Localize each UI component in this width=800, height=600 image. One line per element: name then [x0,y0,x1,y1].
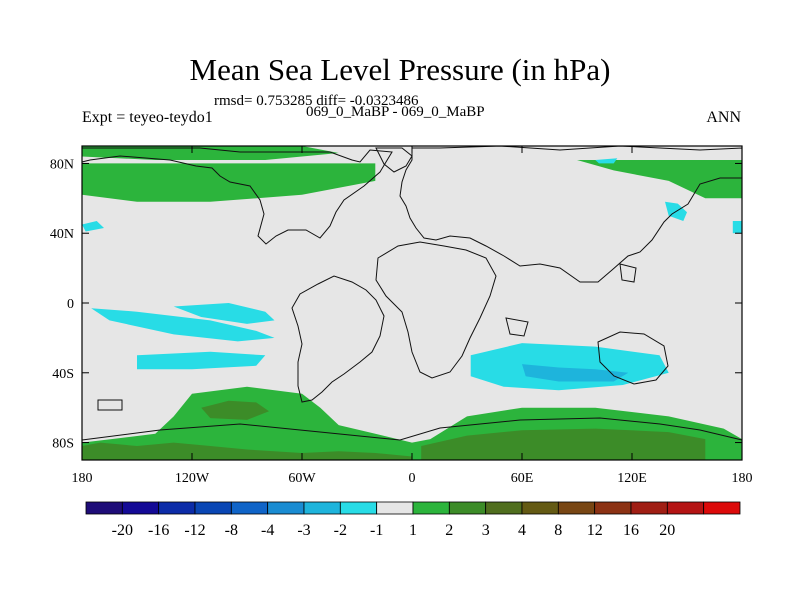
colorbar-label: 1 [409,522,417,539]
experiment-label: Expt = teyeo-teydo1 [82,109,213,126]
contour-region-level-2 [82,163,376,202]
colorbar-label: 20 [659,522,675,539]
colorbar-swatch [230,501,269,515]
colorbar-label: -8 [225,522,238,539]
colorbar-swatch [557,501,596,515]
colorbar-swatch [630,501,668,515]
coastlines [81,145,743,441]
colorbar-swatch [376,501,414,515]
season-label: ANN [706,109,741,126]
colorbar-label: 4 [518,522,526,539]
contour-region-level-3 [201,400,269,420]
contour-region-level-minus1 [137,351,266,370]
colorbar-label: -2 [334,522,347,539]
coastline-greenland [375,147,413,173]
axes: 180 120W 60W 0 60E 120E 180 80N 40N 0 40S 80S [50,146,753,486]
colorbar-label: 8 [554,522,562,539]
colorbar-label: -3 [297,522,310,539]
colorbar-swatch [521,501,559,515]
plot-area [82,146,742,460]
colorbar-label: 3 [482,522,490,539]
colorbar-swatch [703,501,741,515]
colorbar-swatch [485,501,523,515]
colorbar-swatch [85,501,123,515]
contour-region-level-3 [421,428,706,460]
y-tick-label: 80N [50,157,74,172]
y-tick-label: 0 [67,297,74,312]
coastline-south-america [291,275,385,403]
contour-region-level-3 [82,442,412,460]
colorbar-label: 12 [587,522,603,539]
chart-title: Mean Sea Level Pressure (in hPa) [189,52,611,87]
x-tick-label: 60W [288,471,316,486]
colorbar-swatch [339,501,378,515]
colorbar-swatch [158,501,196,515]
colorbar-label: 2 [445,522,453,539]
contour-region-level-minus1 [173,303,275,324]
x-tick-label: 60E [511,471,534,486]
colorbar-label: -1 [370,522,383,539]
x-tick-label: 120E [617,471,647,486]
colorbar-label: -12 [184,522,205,539]
colorbar-label: -16 [148,522,169,539]
contour-region-level-minus1 [595,158,618,164]
coastline-north-america [81,147,393,245]
coastline-antarctica [81,417,743,441]
colorbar-swatch [303,501,341,515]
colorbar-swatch [121,501,160,515]
contour-region-level-minus1 [91,308,275,342]
colorbar-swatch [267,501,305,515]
case-label: 069_0_MaBP - 069_0_MaBP [306,104,485,120]
x-tick-label: 0 [409,471,416,486]
coastline-islands [97,263,637,411]
contour-region-level-2 [577,160,742,199]
contour-region-level-minus1 [82,221,104,232]
y-tick-label: 80S [52,437,74,452]
x-tick-label: 180 [72,471,93,486]
coastline-australia [597,331,669,385]
y-tick-label: 40N [50,227,74,242]
colorbar-label: -4 [261,522,274,539]
colorbar-swatch [448,501,487,515]
x-tick-label: 120W [175,471,210,486]
colorbar-swatch [412,501,450,515]
coastline-africa [375,241,497,379]
colorbar-label: 16 [623,522,639,539]
contour-region-level-minus2 [522,364,629,382]
colorbar: -20 -16 -12 -8 -4 -3 -2 -1 1 2 3 4 8 12 16 20 [85,501,741,539]
contour-region-level-2 [82,146,339,160]
colorbar-swatch [666,501,705,515]
x-tick-label: 180 [732,471,753,486]
colorbar-swatch [594,501,632,515]
y-tick-label: 40S [52,367,74,382]
colorbar-label: -20 [112,522,133,539]
coastline-eurasia [399,145,743,283]
colorbar-swatch [194,501,232,515]
contour-region-level-minus1 [732,221,742,234]
stats-line: rmsd= 0.753285 diff= -0.0323486 [214,93,419,109]
